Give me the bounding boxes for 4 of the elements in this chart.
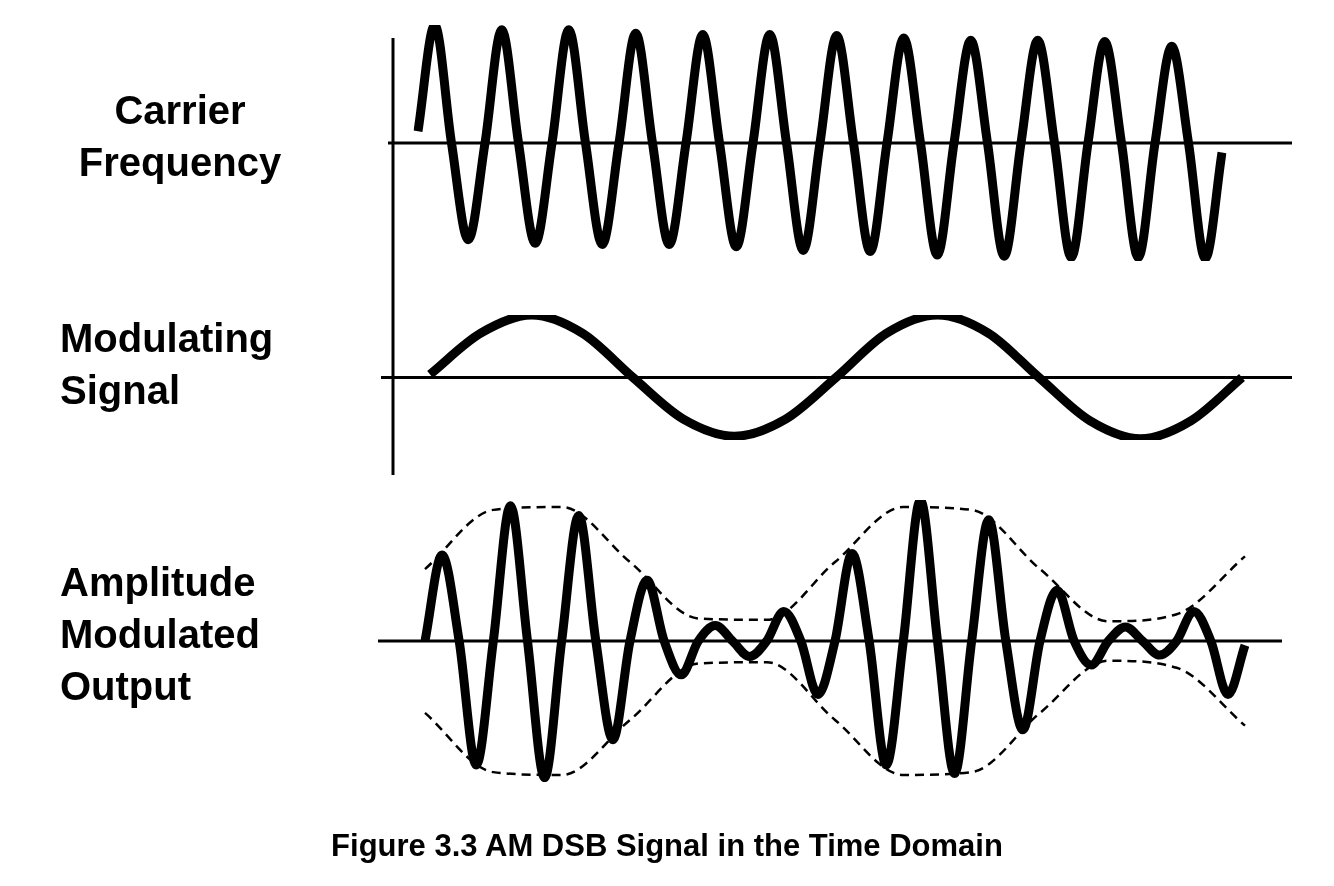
y-axis-title: Amplitude Modulated Output xyxy=(60,559,261,710)
y-axis-title: Modulating Signal xyxy=(60,315,275,414)
y-axis-title: Carrier Frequency xyxy=(77,87,283,186)
caption: Figure 3.3 AM DSB Signal in the Time Domain xyxy=(330,828,1004,864)
